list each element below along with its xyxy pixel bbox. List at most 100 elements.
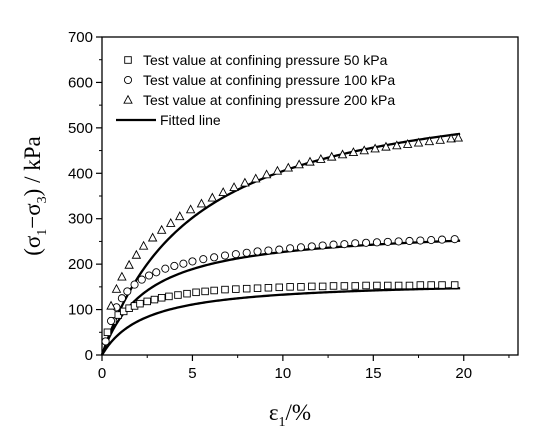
data-point (131, 249, 142, 259)
data-point (144, 271, 154, 280)
data-point (138, 240, 149, 250)
data-point (438, 281, 446, 289)
data-point (337, 149, 348, 159)
y-axis-title: (σ1−σ3) / kPa (20, 136, 50, 256)
data-point (392, 140, 402, 150)
data-point (340, 240, 349, 249)
data-point (416, 236, 425, 245)
y-tick-label: 500 (68, 120, 93, 137)
series-2-markers (101, 235, 459, 346)
data-point (103, 328, 112, 337)
data-point (232, 285, 240, 293)
data-point (264, 246, 273, 255)
data-point (221, 285, 229, 294)
data-point (130, 280, 139, 289)
x-axis-title-subscript: 1 (279, 415, 286, 430)
data-point (318, 282, 327, 291)
data-point (253, 284, 262, 292)
data-point (175, 211, 185, 221)
data-point (450, 235, 459, 244)
data-point (348, 147, 359, 157)
x-tick-label: 5 (188, 365, 196, 382)
data-point (147, 232, 158, 242)
data-point (318, 241, 327, 250)
data-point (272, 165, 283, 175)
data-point (261, 169, 272, 179)
data-point (427, 281, 435, 289)
y-tick-label: 100 (68, 302, 93, 319)
data-point (405, 236, 414, 246)
data-point (165, 218, 176, 227)
data-point (111, 283, 122, 293)
data-point (286, 283, 294, 291)
x-axis-title-unit: /% (286, 400, 312, 425)
data-point (308, 282, 316, 291)
y-axis-title-open: (σ (20, 235, 45, 256)
x-axis-ticks: 0 5 10 15 20 (98, 355, 510, 382)
fitted-lines (100, 132, 461, 356)
data-point (242, 248, 251, 257)
legend-marker-2 (123, 75, 133, 85)
data-point (416, 281, 425, 289)
y-axis-title-sub3: 3 (35, 196, 50, 203)
data-point (210, 253, 219, 262)
fitted-line-1 (101, 287, 461, 356)
data-point (394, 281, 403, 290)
data-point (394, 237, 403, 246)
data-point (283, 162, 294, 172)
data-point (137, 275, 146, 284)
data-point (296, 243, 306, 252)
data-point (185, 204, 196, 214)
data-point (174, 291, 182, 299)
data-point (157, 294, 166, 302)
data-point (124, 259, 134, 269)
data-point (101, 337, 110, 346)
data-point (329, 240, 338, 249)
data-point (106, 300, 116, 310)
data-point (240, 177, 250, 187)
data-point (201, 287, 209, 296)
x-tick-label: 15 (365, 365, 382, 382)
x-tick-label: 20 (455, 365, 472, 382)
data-point (362, 281, 370, 290)
data-point (370, 143, 380, 153)
data-point (326, 151, 337, 161)
data-point (402, 138, 413, 148)
y-tick-label: 400 (68, 165, 93, 182)
data-point (275, 283, 284, 292)
data-point (297, 283, 305, 291)
data-point (435, 134, 445, 144)
data-point (384, 281, 392, 290)
data-point (210, 286, 218, 295)
data-point (286, 244, 295, 253)
data-point (294, 159, 304, 169)
data-point (372, 238, 381, 247)
data-point (405, 281, 414, 290)
data-point (170, 261, 179, 271)
data-point (192, 288, 200, 297)
y-axis-title-dash: −σ (20, 203, 45, 229)
data-point (373, 281, 381, 290)
data-point (424, 136, 435, 146)
data-point (136, 299, 144, 308)
y-tick-label: 700 (68, 29, 93, 46)
data-point (316, 153, 326, 163)
legend-label-2: Test value at confining pressure 100 kPa (143, 72, 395, 88)
legend-marker-1 (124, 56, 132, 64)
data-point (106, 316, 116, 325)
data-point (446, 133, 456, 143)
data-point (450, 281, 459, 289)
data-point (117, 271, 127, 281)
legend-label-1: Test value at confining pressure 50 kPa (143, 52, 388, 68)
data-point (218, 187, 228, 197)
legend-label-4: Fitted line (160, 112, 221, 128)
data-point (250, 173, 261, 183)
data-point (329, 282, 338, 290)
data-markers (101, 132, 464, 346)
x-axis-title-main: ε (269, 400, 279, 425)
data-point (307, 242, 316, 251)
data-point (179, 259, 188, 268)
y-axis-ticks: 0 100 200 300 400 500 600 700 (68, 29, 102, 364)
legend-label-3: Test value at confining pressure 200 kPa (143, 92, 395, 108)
